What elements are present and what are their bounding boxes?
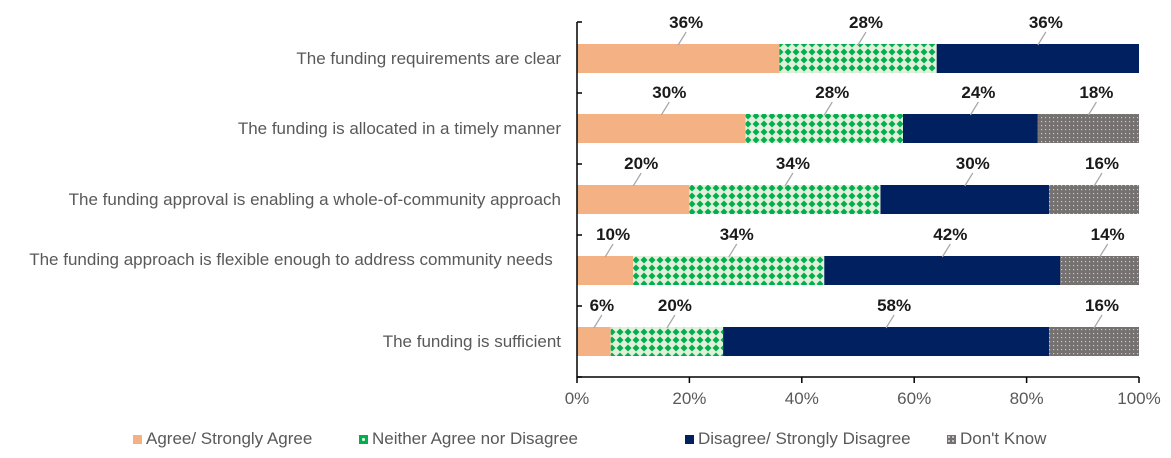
leader-line <box>1093 172 1103 187</box>
legend: Agree/ Strongly Agree Neither Agree nor D… <box>0 429 1171 451</box>
bar-segment <box>633 256 825 285</box>
leader-line <box>660 101 670 116</box>
leader-line <box>857 31 867 46</box>
category-label: The funding requirements are clear <box>296 48 561 68</box>
leader-line <box>941 243 951 258</box>
legend-label: Neither Agree nor Disagree <box>372 429 579 448</box>
x-tick-label: 0% <box>564 389 590 408</box>
x-tick-label: 100% <box>1117 389 1161 408</box>
data-label: 36% <box>669 13 703 32</box>
leader-line <box>728 243 738 258</box>
bar-segment <box>577 327 611 356</box>
category-label: The funding is sufficient <box>382 331 561 351</box>
data-label: 6% <box>590 296 615 315</box>
data-label: 34% <box>776 154 810 173</box>
data-label: 58% <box>877 296 911 315</box>
data-label: 42% <box>933 225 967 244</box>
bar-segment <box>1037 114 1139 143</box>
bar-segment <box>936 44 1139 73</box>
bar-segment <box>723 327 1050 356</box>
legend-swatch-icon <box>359 434 368 444</box>
leader-line <box>823 101 833 116</box>
bar-segment <box>880 185 1050 214</box>
x-tick-label: 20% <box>672 389 707 408</box>
data-label: 28% <box>815 83 849 102</box>
bar-segment <box>1060 256 1139 285</box>
bar-segment <box>577 185 690 214</box>
bar-segment <box>824 256 1061 285</box>
legend-label: Disagree/ Strongly Disagree <box>698 429 911 448</box>
data-label: 10% <box>596 225 630 244</box>
leader-line <box>593 314 603 329</box>
leader-line <box>1093 314 1103 329</box>
data-label: 20% <box>624 154 658 173</box>
legend-swatch-icon <box>133 434 142 444</box>
leader-line <box>1037 31 1047 46</box>
bar-segment <box>610 327 724 356</box>
leader-line <box>604 243 614 258</box>
leader-line <box>784 172 794 187</box>
data-label: 16% <box>1085 296 1119 315</box>
data-label: 24% <box>961 83 995 102</box>
legend-item: Disagree/ Strongly Disagree <box>685 429 911 449</box>
bar-segment <box>745 114 903 143</box>
legend-swatch-icon <box>947 434 956 444</box>
leader-line <box>969 101 979 116</box>
bar-segment <box>577 44 780 73</box>
leader-line <box>666 314 676 329</box>
category-label: The funding approval is enabling a whole… <box>68 189 561 209</box>
legend-label: Agree/ Strongly Agree <box>146 429 313 448</box>
x-tick-label: 40% <box>784 389 819 408</box>
data-label: 36% <box>1029 13 1063 32</box>
data-label: 20% <box>658 296 692 315</box>
data-label: 16% <box>1085 154 1119 173</box>
leader-line <box>964 172 974 187</box>
leader-line <box>677 31 687 46</box>
data-label: 30% <box>652 83 686 102</box>
legend-swatch-icon <box>685 434 694 444</box>
data-label: 28% <box>849 13 883 32</box>
bar-segment <box>1049 185 1139 214</box>
data-label: 30% <box>956 154 990 173</box>
bar-segment <box>1049 327 1139 356</box>
leader-line <box>1087 101 1097 116</box>
bar-segment <box>689 185 881 214</box>
category-label: The funding is allocated in a timely man… <box>237 118 561 138</box>
legend-item: Agree/ Strongly Agree <box>133 429 312 449</box>
category-label: The funding approach is flexible enough … <box>29 249 553 269</box>
bar-segment <box>577 256 634 285</box>
data-label: 14% <box>1091 225 1125 244</box>
data-label: 18% <box>1079 83 1113 102</box>
legend-label: Don't Know <box>960 429 1047 448</box>
bar-segment <box>577 114 746 143</box>
leader-line <box>632 172 642 187</box>
legend-item: Don't Know <box>947 429 1046 449</box>
leader-line <box>1099 243 1109 258</box>
x-tick-label: 80% <box>1009 389 1044 408</box>
leader-line <box>885 314 895 329</box>
bar-segment <box>779 44 937 73</box>
data-label: 34% <box>720 225 754 244</box>
x-tick-label: 60% <box>897 389 932 408</box>
legend-item: Neither Agree nor Disagree <box>359 429 578 449</box>
bar-segment <box>902 114 1038 143</box>
